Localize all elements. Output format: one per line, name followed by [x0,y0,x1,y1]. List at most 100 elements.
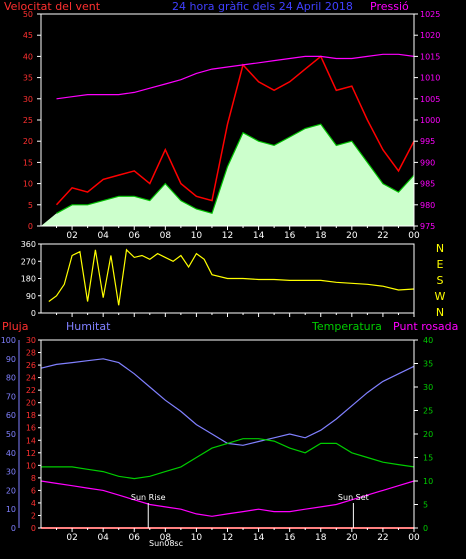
wind-y-tick-label: 25 [23,116,33,125]
wind-y-tick-label: 10 [23,180,33,189]
wind-y-tick-label: 15 [23,158,33,167]
wind-speed-title: Velocitat del vent [4,0,101,13]
compass-label: W [435,290,446,303]
compass-label: S [437,274,444,287]
temp-x-tick-label: 08 [160,533,172,543]
wind-x-tick-label: 10 [191,231,203,241]
humidity-y-tick-label: 10 [6,505,16,514]
pressure-y-tick-label: 1015 [420,52,440,61]
rain-y-tick-label: 24 [26,374,36,383]
temperature-y-tick-label: 35 [423,360,433,369]
wind-y-tick-label: 40 [23,52,33,61]
wind-y-tick-label: 5 [28,201,33,210]
temp-x-tick-label: 06 [129,533,141,543]
temp-x-tick-label: 00 [408,533,420,543]
humidity-y-tick-label: 60 [6,411,16,420]
wind-x-tick-label: 16 [284,231,296,241]
rain-y-tick-label: 12 [26,449,36,458]
wind-x-tick-label: 12 [222,231,233,241]
wind-x-tick-label: 14 [253,231,265,241]
pressure-y-tick-label: 1025 [420,10,440,19]
direction-y-tick-label: 90 [26,292,36,301]
wind-y-tick-label: 30 [23,95,33,104]
rain-y-tick-label: 2 [31,511,36,520]
compass-label: N [436,306,444,319]
pressure-y-tick-label: 1010 [420,74,440,83]
humidity-y-tick-label: 70 [6,392,16,401]
pressure-title: Pressió [370,0,409,13]
humidity-y-tick-label: 90 [6,355,16,364]
sun-event-label: Sun Set [338,493,369,502]
humidity-y-tick-label: 40 [6,449,16,458]
temperature-y-tick-label: 15 [423,454,433,463]
temp-x-tick-label: 22 [377,533,388,543]
compass-label: N [436,242,444,255]
pressure-y-tick-label: 1005 [420,95,440,104]
rain-y-tick-label: 4 [31,499,36,508]
humidity-y-tick-label: 20 [6,486,16,495]
wind-x-tick-label: 04 [97,231,109,241]
temperature-y-tick-label: 0 [423,524,428,533]
temperature-line [41,438,415,480]
pressure-y-tick-label: 985 [420,180,435,189]
rain-y-tick-label: 22 [26,386,36,395]
pressure-y-tick-label: 1020 [420,31,440,40]
temperature-y-tick-label: 5 [423,501,428,510]
rain-y-tick-label: 16 [26,424,36,433]
rain-y-tick-label: 26 [26,361,36,370]
direction-y-tick-label: 360 [21,240,36,249]
wind-y-tick-label: 20 [23,137,33,146]
pressure-y-tick-label: 1000 [420,116,440,125]
temperature-y-tick-label: 40 [423,336,433,345]
humidity-y-tick-label: 0 [11,524,16,533]
humidity-y-tick-label: 80 [6,374,16,383]
pressure-y-tick-label: 980 [420,201,435,210]
wind-y-tick-label: 35 [23,74,33,83]
pressure-y-tick-label: 995 [420,137,435,146]
rain-y-tick-label: 14 [26,436,36,445]
compass-label: E [437,258,444,271]
sun-axis-note: Sun08sc [149,539,183,548]
humidity-y-tick-label: 100 [1,336,16,345]
humidity-y-tick-label: 50 [6,430,16,439]
temperature-y-tick-label: 10 [423,477,433,486]
rain-y-tick-label: 20 [26,399,36,408]
rain-y-tick-label: 28 [26,349,36,358]
wind-gust-line [55,55,415,206]
temp-x-tick-label: 02 [66,533,77,543]
wind-x-tick-label: 02 [66,231,77,241]
wind-y-tick-label: 0 [28,222,33,231]
pressure-y-tick-label: 990 [420,158,435,167]
direction-y-tick-label: 180 [21,275,36,284]
rain-y-tick-label: 10 [26,461,36,470]
dewpoint-title: Punt rosada [393,320,458,333]
temperature-y-tick-label: 30 [423,383,433,392]
sun-event-label: Sun Rise [131,493,166,502]
pressure-y-tick-label: 975 [420,222,435,231]
temp-x-tick-label: 12 [222,533,233,543]
temp-x-tick-label: 04 [97,533,109,543]
humidity-y-tick-label: 30 [6,468,16,477]
temp-x-tick-label: 14 [253,533,265,543]
temp-x-tick-label: 10 [191,533,203,543]
temperature-y-tick-label: 25 [423,407,433,416]
wind-x-tick-label: 06 [129,231,141,241]
wind-y-tick-label: 45 [23,31,33,40]
wind-x-tick-label: 22 [377,231,388,241]
temp-x-tick-label: 20 [346,533,358,543]
direction-y-tick-label: 270 [21,257,36,266]
graph-date-title: 24 hora gràfic dels 24 April 2018 [172,0,353,13]
wind-speed-fill [41,124,414,226]
wind-x-tick-label: 00 [408,231,420,241]
direction-y-tick-label: 0 [31,309,36,318]
wind-y-tick-label: 50 [23,10,33,19]
wind-x-tick-label: 20 [346,231,358,241]
temperature-axis-title: Temperatura [311,320,382,333]
wind-x-tick-label: 18 [315,231,327,241]
wind-direction-line [48,248,415,306]
temperature-humidity-chart: 0102030405060708090100024681012141618202… [1,336,433,548]
